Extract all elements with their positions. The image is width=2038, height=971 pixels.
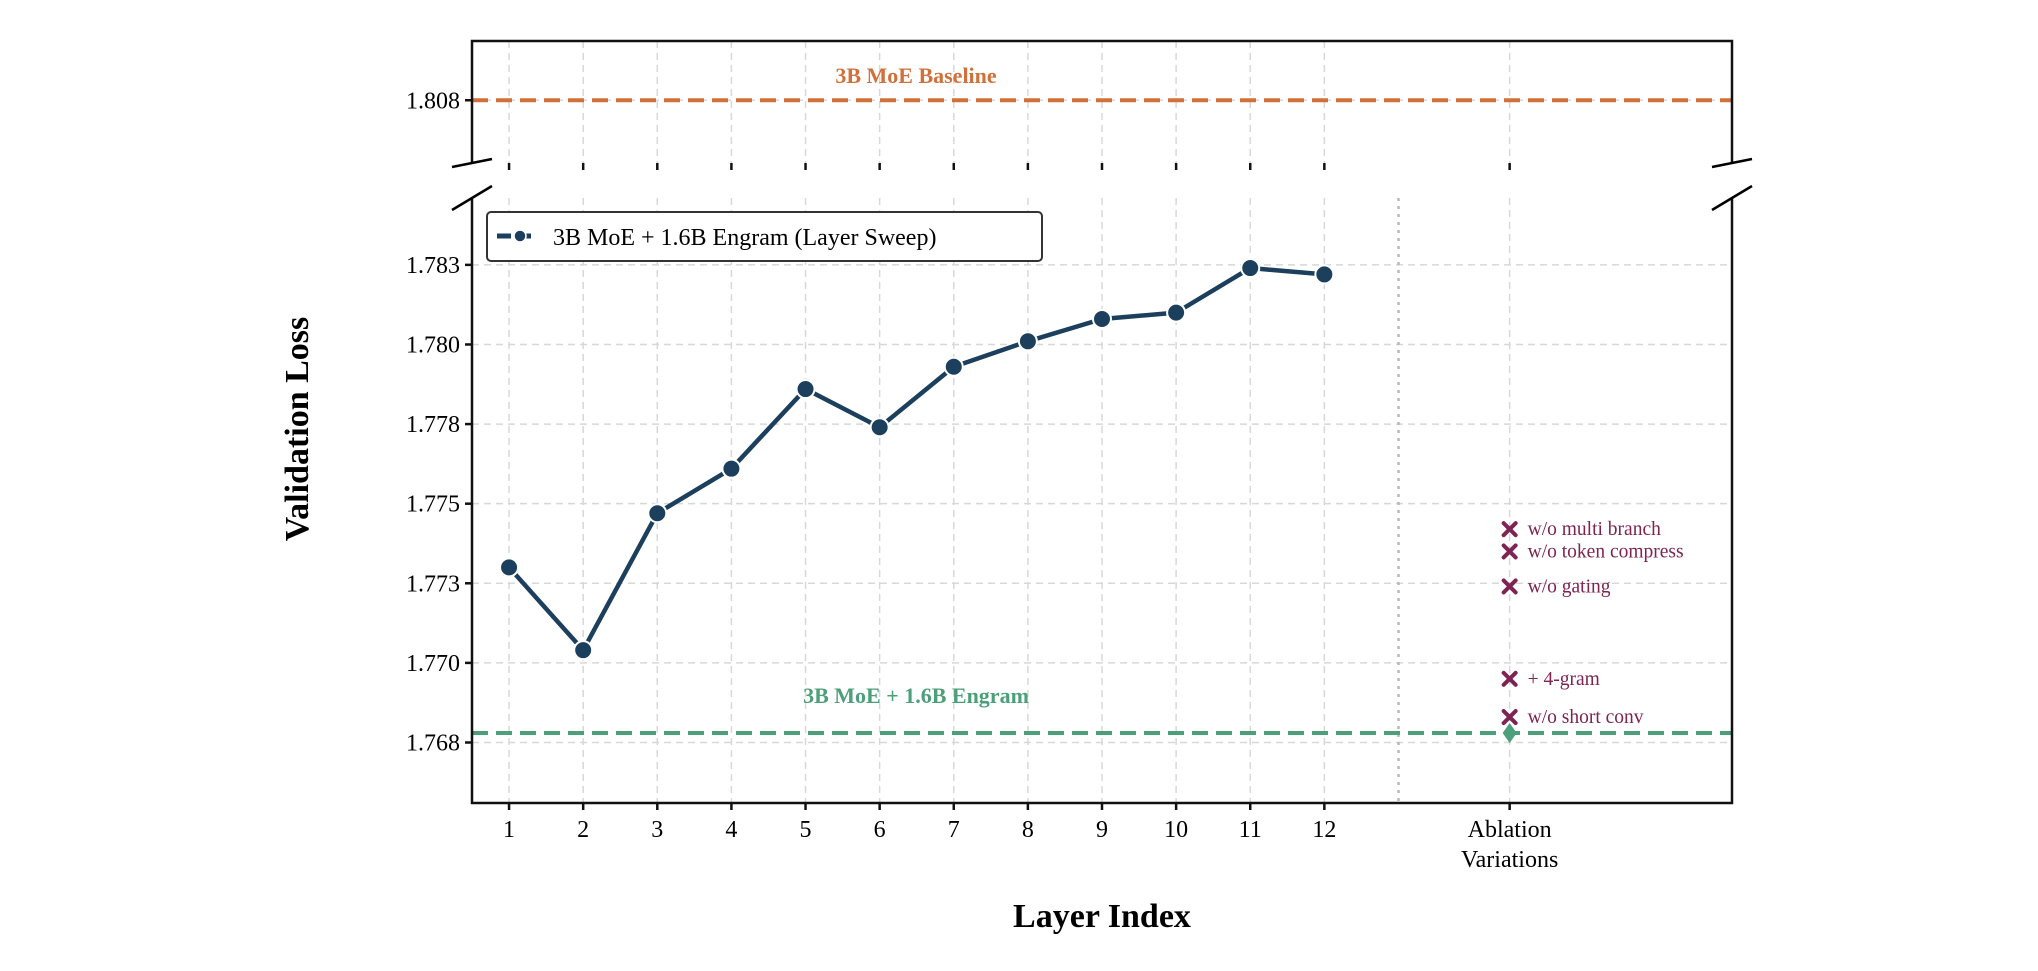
diamond-marker (1502, 722, 1517, 743)
data-point (1314, 264, 1335, 285)
x-tick-label: 6 (874, 817, 886, 843)
ablation-x-marker (1501, 543, 1518, 560)
data-point (1166, 302, 1187, 323)
ablation-x-marker (1501, 521, 1518, 538)
y-axis-label: Validation Loss (279, 317, 316, 542)
reference-lines: 3B MoE Baseline 3B MoE + 1.6B Engram (472, 63, 1732, 735)
data-point (721, 458, 742, 479)
y-tick-label: 1.778 (406, 412, 460, 438)
ablation-label: + 4-gram (1528, 669, 1600, 690)
data-point (869, 417, 890, 438)
ablation-x-marker (1501, 670, 1518, 687)
series-layer-sweep (499, 258, 1335, 661)
reference-line-label: 3B MoE Baseline (835, 63, 997, 88)
ticks: 1 2 3 4 5 6 7 8 9 10 11 12 AblationVariations1.8081.… (406, 88, 1558, 873)
data-point (573, 640, 594, 661)
x-tick-label: 5 (800, 817, 812, 843)
legend-label: 3B MoE + 1.6B Engram (Layer Sweep) (553, 225, 936, 251)
data-point (1017, 331, 1038, 352)
x-tick-label: 7 (948, 817, 960, 843)
x-tick-label: 12 (1312, 817, 1336, 843)
axis-break-mark (451, 157, 493, 169)
axis-break-mark (451, 184, 493, 212)
x-tick-label-ablation: Ablation (1468, 817, 1552, 843)
x-axis-label: Layer Index (1013, 898, 1191, 935)
legend: 3B MoE + 1.6B Engram (Layer Sweep) (486, 211, 1043, 262)
legend-box (486, 211, 1043, 262)
grid (472, 41, 1732, 803)
x-tick-label: 11 (1239, 817, 1262, 843)
y-tick-label: 1.770 (406, 651, 460, 677)
x-tick-label: 4 (725, 817, 737, 843)
x-tick-label: 2 (577, 817, 589, 843)
x-tick-label-ablation: Variations (1461, 847, 1558, 873)
y-tick-label: 1.780 (406, 332, 460, 358)
data-point (1240, 258, 1261, 279)
ablation-x-marker (1501, 578, 1518, 595)
ablation-label: w/o token compress (1528, 541, 1684, 562)
data-point (795, 379, 816, 400)
y-tick-label: 1.783 (406, 253, 460, 279)
data-point (647, 503, 668, 524)
data-point (499, 557, 520, 578)
top-panel-spine (470, 39, 1734, 163)
data-point (943, 356, 964, 377)
x-tick-label: 1 (503, 817, 515, 843)
axis-break-mark (1711, 184, 1753, 212)
ablation-label: w/o gating (1528, 576, 1611, 597)
axis-break-mark (1711, 157, 1753, 169)
y-tick-label: 1.773 (406, 571, 460, 597)
x-tick-label: 9 (1096, 817, 1108, 843)
ablation-x-marker (1501, 709, 1518, 726)
legend-marker-swatch (513, 229, 527, 243)
series-line (507, 265, 1325, 653)
reference-line-label: 3B MoE + 1.6B Engram (803, 683, 1029, 708)
y-tick-label: 1.808 (406, 88, 460, 114)
y-tick-label: 1.775 (406, 492, 460, 518)
x-tick-label: 10 (1164, 817, 1188, 843)
x-tick-label: 8 (1022, 817, 1034, 843)
ablation-label: w/o multi branch (1528, 519, 1661, 540)
data-point (1092, 309, 1112, 329)
ablation-label: w/o short conv (1528, 707, 1644, 728)
y-tick-label: 1.768 (406, 731, 460, 757)
x-tick-label: 3 (651, 817, 663, 843)
